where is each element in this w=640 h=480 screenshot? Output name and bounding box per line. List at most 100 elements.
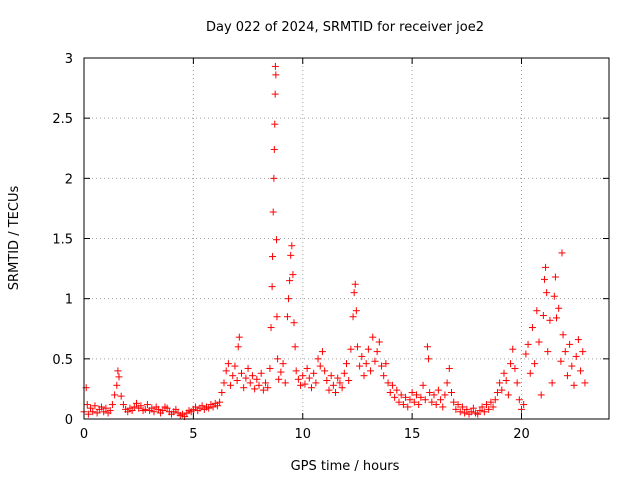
data-point [513, 379, 521, 387]
data-point [257, 369, 265, 377]
data-point [443, 379, 451, 387]
data-point [423, 343, 431, 351]
data-point [454, 401, 462, 409]
data-point [515, 396, 523, 404]
data-point [408, 389, 416, 397]
data-point [111, 391, 119, 399]
data-point [557, 357, 565, 365]
data-point [360, 372, 368, 380]
y-axis-label: SRMTID / TECUs [7, 186, 22, 291]
data-point [89, 408, 97, 416]
data-point [277, 368, 285, 376]
data-point [329, 381, 337, 389]
data-point [511, 364, 519, 372]
data-point [404, 403, 412, 411]
data-point [91, 402, 99, 410]
data-point [544, 348, 552, 356]
data-point [539, 312, 547, 320]
data-point [531, 360, 539, 368]
data-point [450, 398, 458, 406]
data-point [269, 253, 277, 261]
y-tick-label: 2.5 [52, 112, 73, 127]
data-point [345, 376, 353, 384]
data-point [251, 385, 259, 393]
data-point [281, 379, 289, 387]
data-point [273, 313, 281, 321]
data-point [406, 396, 414, 404]
data-point [334, 374, 342, 382]
data-point [98, 403, 105, 411]
data-point [279, 360, 287, 368]
data-point [467, 408, 475, 416]
data-point [461, 409, 469, 417]
data-point [362, 360, 370, 368]
y-tick-label: 1.5 [52, 233, 73, 248]
data-point [551, 273, 559, 281]
data-point [137, 402, 145, 410]
data-point [255, 381, 263, 389]
data-point [269, 208, 277, 216]
data-point [100, 408, 108, 416]
data-point [303, 364, 311, 372]
data-point [469, 404, 477, 412]
data-point [259, 386, 267, 394]
data-point [83, 401, 91, 409]
data-point [570, 381, 578, 389]
data-point [154, 405, 162, 413]
data-point [285, 295, 293, 303]
data-point [439, 403, 447, 411]
data-point [528, 324, 536, 332]
data-point [491, 396, 499, 404]
data-point [386, 389, 394, 397]
data-point [209, 403, 217, 411]
data-point [275, 375, 283, 383]
data-point [340, 369, 348, 377]
data-point [198, 402, 206, 410]
data-point [399, 401, 407, 409]
data-point [550, 292, 558, 300]
data-point [430, 391, 438, 399]
data-point [216, 398, 224, 406]
data-point [548, 379, 556, 387]
y-tick-label: 3 [65, 52, 73, 67]
data-point [262, 379, 270, 387]
data-point [502, 376, 510, 384]
data-point [231, 362, 239, 370]
data-point [106, 407, 114, 415]
data-point [233, 376, 241, 384]
data-point [371, 357, 379, 365]
data-point [143, 401, 151, 409]
data-point [483, 401, 490, 409]
data-point [425, 355, 433, 363]
data-point [234, 343, 242, 351]
data-point [540, 275, 548, 283]
data-point [159, 407, 167, 415]
data-point [458, 403, 466, 411]
data-point [271, 120, 279, 128]
data-point [299, 372, 307, 380]
data-point [393, 386, 401, 394]
data-point [489, 403, 497, 411]
data-point [581, 379, 589, 387]
data-point [543, 289, 551, 297]
data-point [487, 398, 495, 406]
data-point [417, 393, 425, 401]
data-point [292, 367, 300, 375]
data-point [474, 410, 482, 418]
data-point [533, 307, 541, 315]
data-point [456, 408, 464, 416]
data-point [128, 407, 136, 415]
data-point [148, 404, 156, 412]
data-point [222, 367, 230, 375]
data-point [113, 381, 121, 389]
data-point [274, 355, 282, 363]
x-tick-label: 10 [294, 427, 311, 442]
data-point [577, 367, 585, 375]
data-point [441, 391, 449, 399]
data-point [415, 401, 423, 409]
data-point [314, 355, 322, 363]
data-point [287, 251, 295, 259]
y-tick-label: 1 [65, 293, 73, 308]
data-point [421, 396, 429, 404]
data-point [114, 367, 122, 375]
